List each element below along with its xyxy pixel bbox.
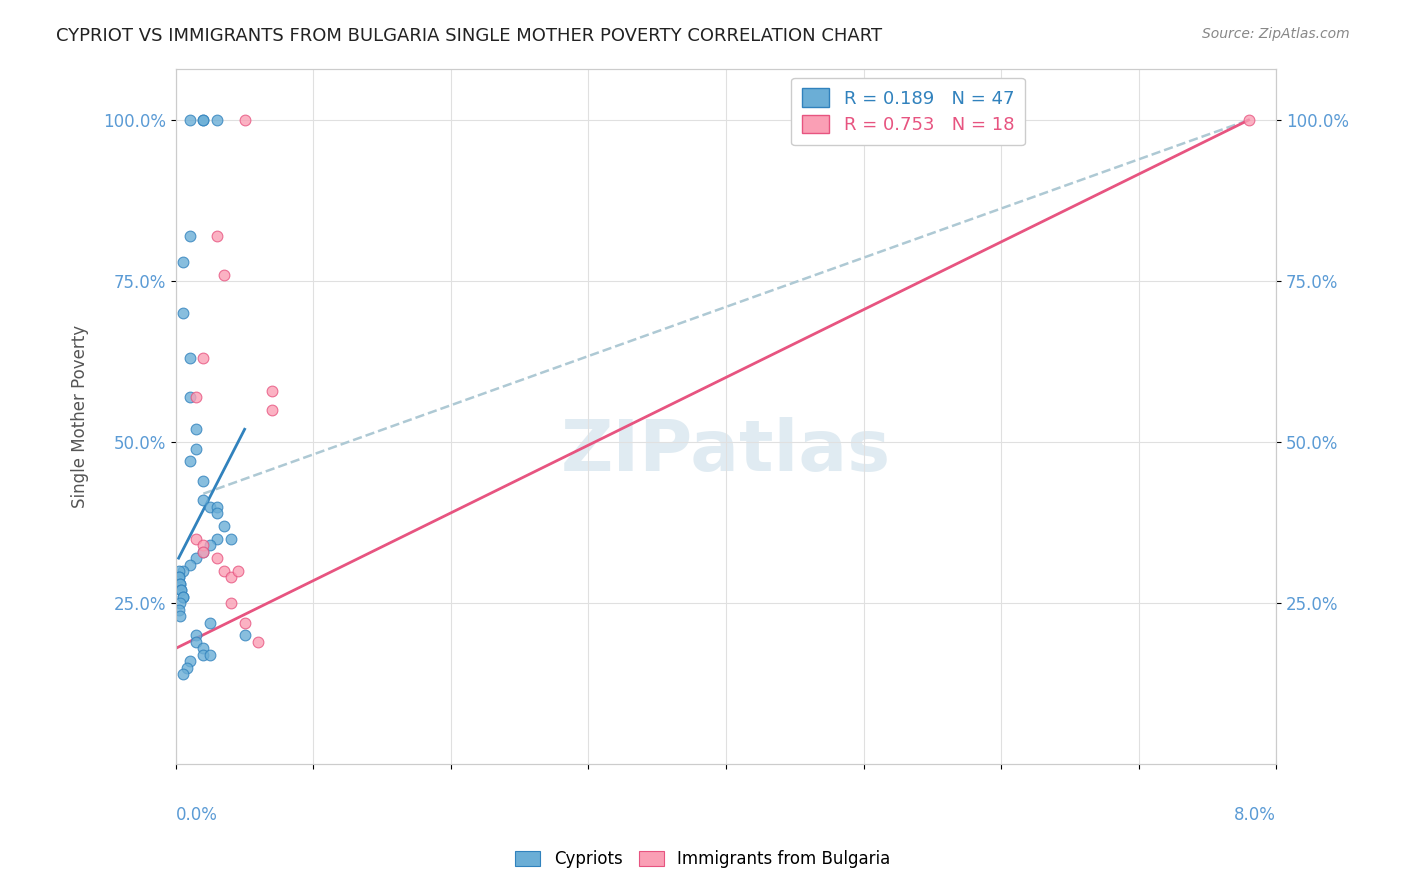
Text: ZIPatlas: ZIPatlas	[561, 417, 891, 485]
Point	[219, 532, 242, 546]
Point	[205, 506, 228, 520]
Point	[167, 570, 190, 584]
Point	[179, 229, 201, 244]
Point	[205, 229, 228, 244]
Point	[179, 558, 201, 572]
Point	[219, 570, 242, 584]
Point	[186, 635, 208, 649]
Point	[233, 615, 256, 630]
Point	[205, 113, 228, 128]
Point	[193, 113, 215, 128]
Point	[233, 628, 256, 642]
Point	[179, 390, 201, 404]
Point	[193, 538, 215, 552]
Point	[179, 351, 201, 366]
Point	[172, 590, 194, 604]
Point	[212, 268, 235, 282]
Point	[200, 648, 222, 662]
Point	[186, 551, 208, 566]
Point	[205, 551, 228, 566]
Point	[193, 474, 215, 488]
Point	[193, 113, 215, 128]
Point	[193, 493, 215, 508]
Point	[170, 583, 193, 598]
Point	[205, 500, 228, 514]
Text: Source: ZipAtlas.com: Source: ZipAtlas.com	[1202, 27, 1350, 41]
Point	[200, 500, 222, 514]
Point	[1237, 113, 1260, 128]
Point	[172, 590, 194, 604]
Point	[186, 532, 208, 546]
Point	[186, 442, 208, 456]
Point	[172, 564, 194, 578]
Point	[179, 454, 201, 468]
Point	[169, 577, 191, 591]
Y-axis label: Single Mother Poverty: Single Mother Poverty	[72, 325, 89, 508]
Point	[186, 628, 208, 642]
Legend: Cypriots, Immigrants from Bulgaria: Cypriots, Immigrants from Bulgaria	[509, 844, 897, 875]
Point	[233, 113, 256, 128]
Point	[193, 544, 215, 558]
Point	[186, 390, 208, 404]
Point	[172, 306, 194, 320]
Point	[193, 648, 215, 662]
Point	[193, 351, 215, 366]
Text: 0.0%: 0.0%	[176, 806, 218, 824]
Point	[167, 570, 190, 584]
Point	[226, 564, 249, 578]
Point	[169, 577, 191, 591]
Point	[169, 596, 191, 610]
Point	[172, 254, 194, 268]
Point	[169, 609, 191, 624]
Point	[262, 384, 284, 398]
Legend: R = 0.189   N = 47, R = 0.753   N = 18: R = 0.189 N = 47, R = 0.753 N = 18	[792, 78, 1025, 145]
Point	[219, 596, 242, 610]
Point	[193, 641, 215, 656]
Point	[247, 635, 270, 649]
Point	[172, 667, 194, 681]
Point	[200, 538, 222, 552]
Point	[200, 615, 222, 630]
Point	[179, 654, 201, 668]
Point	[167, 602, 190, 616]
Text: 8.0%: 8.0%	[1234, 806, 1277, 824]
Point	[179, 113, 201, 128]
Point	[193, 544, 215, 558]
Point	[212, 564, 235, 578]
Point	[186, 422, 208, 436]
Point	[170, 583, 193, 598]
Point	[167, 564, 190, 578]
Point	[262, 403, 284, 417]
Point	[212, 519, 235, 533]
Point	[205, 532, 228, 546]
Text: CYPRIOT VS IMMIGRANTS FROM BULGARIA SINGLE MOTHER POVERTY CORRELATION CHART: CYPRIOT VS IMMIGRANTS FROM BULGARIA SING…	[56, 27, 883, 45]
Point	[176, 660, 198, 674]
